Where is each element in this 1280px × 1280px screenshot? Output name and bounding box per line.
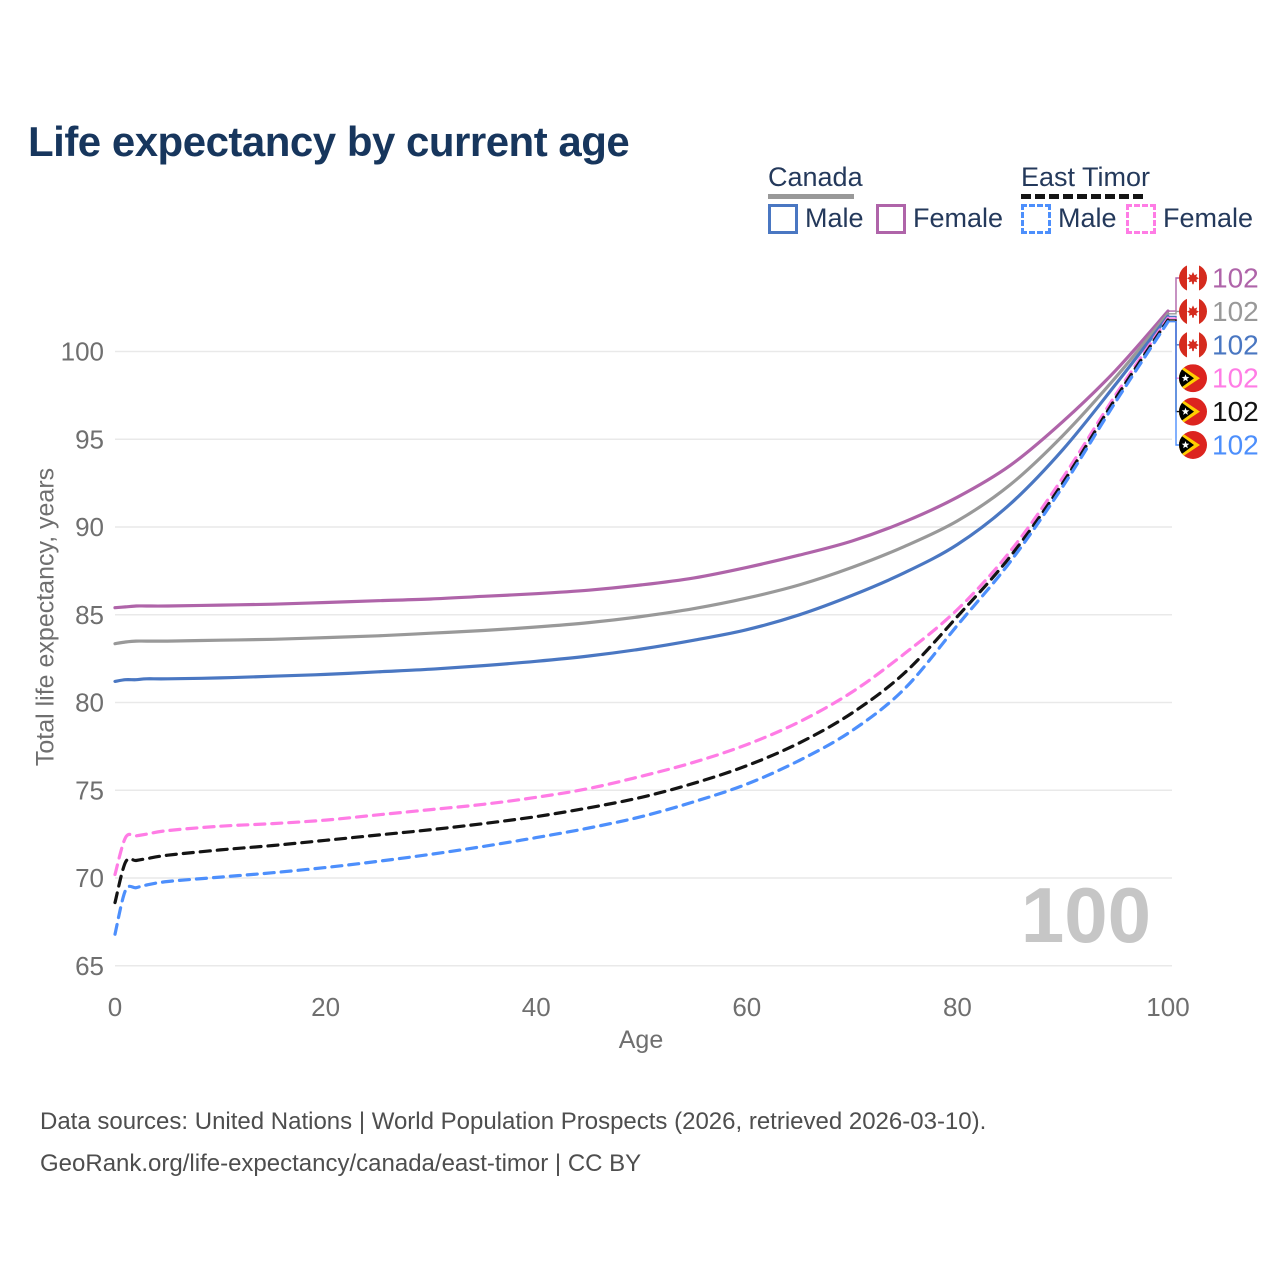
end-value-label-canada-female: 102 (1212, 263, 1259, 294)
y-tick-label-85: 85 (75, 600, 104, 630)
end-label-connector (1169, 315, 1180, 346)
legend-item-label: Female (1163, 203, 1254, 233)
flag-east-timor-icon (1179, 364, 1207, 393)
x-tick-label-60: 60 (732, 992, 761, 1022)
gridlines (115, 350, 1172, 967)
end-label-connector (1169, 277, 1180, 312)
x-tick-label-20: 20 (311, 992, 340, 1022)
end-value-label-east-timor-female: 102 (1212, 363, 1259, 394)
legend-item-canada-female[interactable]: Female (876, 203, 1003, 234)
legend-item-east-timor-female[interactable]: Female (1126, 203, 1253, 234)
series-lines (113, 309, 1170, 936)
canada-male-swatch-icon (768, 203, 798, 234)
x-tick-label-80: 80 (943, 992, 972, 1022)
series-line-canada-all[interactable] (113, 312, 1170, 646)
end-value-label-east-timor-all: 102 (1212, 396, 1259, 427)
legend-item-label: Female (913, 203, 1004, 233)
age-watermark: 100 (1021, 871, 1151, 959)
x-tick-label-100: 100 (1146, 992, 1189, 1022)
series-line-canada-male[interactable] (113, 314, 1170, 683)
legend-item-label: Male (805, 203, 864, 233)
x-axis-title: Age (619, 1026, 663, 1054)
x-tick-label-0: 0 (108, 992, 122, 1022)
axis-tick-labels: 65 70 75 80 85 90 95 100 0 20 40 60 80 100 (61, 337, 1190, 1023)
legend-group-east-timor-title: East Timor (1021, 162, 1151, 192)
legend-item-canada-male[interactable]: Male (768, 203, 864, 234)
series-line-east-timor-all[interactable] (113, 318, 1170, 905)
x-tick-label-40: 40 (522, 992, 551, 1022)
y-tick-label-100: 100 (61, 337, 104, 367)
legend-item-east-timor-male[interactable]: Male (1021, 203, 1117, 234)
flag-canada-icon (1179, 264, 1207, 292)
flag-canada-icon (1179, 297, 1207, 326)
series-line-east-timor-male[interactable] (113, 320, 1170, 936)
end-value-label-canada-all: 102 (1212, 296, 1259, 327)
end-label-connector (1169, 319, 1180, 413)
east-timor-male-swatch-icon (1021, 203, 1051, 234)
y-tick-label-70: 70 (75, 863, 104, 893)
page-title: Life expectancy by current age (28, 118, 630, 166)
legend-item-label: Male (1058, 203, 1117, 233)
end-label-connector (1169, 310, 1180, 315)
y-tick-label-65: 65 (75, 951, 104, 981)
end-label-connector (1169, 317, 1180, 379)
end-label-connector (1169, 321, 1180, 446)
flag-east-timor-icon (1179, 397, 1207, 426)
east-timor-female-swatch-icon (1126, 203, 1156, 234)
series-line-east-timor-female[interactable] (113, 316, 1170, 877)
series-line-canada-female[interactable] (113, 309, 1170, 610)
attribution-note: GeoRank.org/life-expectancy/canada/east-… (40, 1150, 642, 1177)
flag-canada-icon (1179, 330, 1207, 359)
legend-east-timor-linestyle-swatch (1021, 194, 1143, 199)
y-tick-label-75: 75 (75, 775, 104, 805)
flag-east-timor-icon (1179, 431, 1207, 459)
y-tick-label-95: 95 (75, 424, 104, 454)
legend-group-canada-title: Canada (768, 162, 863, 192)
data-sources-note: Data sources: United Nations | World Pop… (40, 1108, 987, 1135)
y-tick-label-90: 90 (75, 512, 104, 542)
end-value-label-canada-male: 102 (1212, 329, 1259, 360)
legend-canada-linestyle-swatch (768, 194, 854, 199)
end-value-label-east-timor-male: 102 (1212, 430, 1259, 461)
canada-female-swatch-icon (876, 203, 906, 234)
y-tick-label-80: 80 (75, 688, 104, 718)
